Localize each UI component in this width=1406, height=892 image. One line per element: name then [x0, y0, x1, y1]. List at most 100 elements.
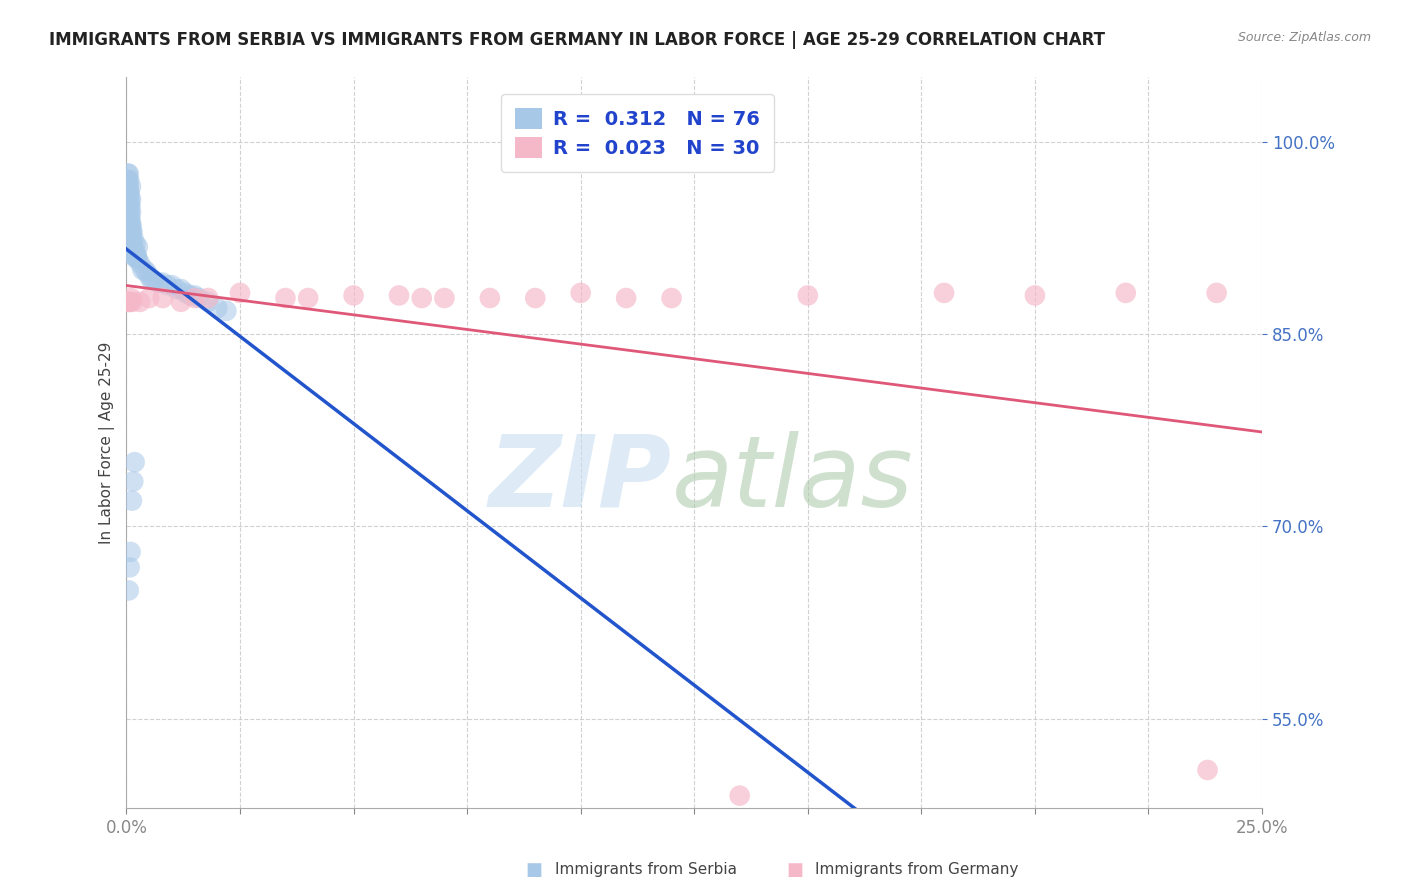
Point — [117, 294, 139, 309]
Point — [215, 303, 238, 318]
Point — [118, 560, 141, 574]
Point — [661, 291, 683, 305]
Point — [129, 294, 152, 309]
Point — [125, 250, 148, 264]
Point — [120, 545, 142, 559]
Point — [117, 179, 139, 194]
Y-axis label: In Labor Force | Age 25-29: In Labor Force | Age 25-29 — [100, 342, 115, 544]
Point — [127, 240, 149, 254]
Point — [478, 291, 501, 305]
Point — [118, 179, 141, 194]
Point — [1115, 285, 1137, 300]
Point — [152, 291, 174, 305]
Point — [1205, 285, 1227, 300]
Point — [118, 205, 141, 219]
Point — [179, 288, 201, 302]
Point — [131, 262, 153, 277]
Point — [122, 244, 145, 258]
Point — [120, 205, 142, 219]
Point — [122, 244, 145, 258]
Point — [141, 273, 163, 287]
Point — [118, 211, 141, 226]
Point — [121, 218, 143, 232]
Point — [188, 291, 211, 305]
Point — [138, 269, 160, 284]
Point — [229, 285, 252, 300]
Point — [120, 192, 142, 206]
Point — [121, 294, 143, 309]
Point — [207, 301, 229, 316]
Point — [121, 224, 143, 238]
Point — [120, 192, 142, 206]
Point — [152, 276, 174, 290]
Point — [142, 273, 165, 287]
Point — [524, 291, 547, 305]
Point — [121, 237, 143, 252]
Point — [1197, 763, 1219, 777]
Point — [124, 237, 146, 252]
Point — [388, 288, 411, 302]
Point — [124, 250, 146, 264]
Point — [118, 294, 141, 309]
Point — [183, 288, 205, 302]
Point — [120, 205, 142, 219]
Point — [117, 173, 139, 187]
Point — [118, 211, 141, 226]
Point — [197, 291, 219, 305]
Point — [174, 285, 197, 300]
Point — [117, 186, 139, 200]
Point — [124, 247, 146, 261]
Point — [118, 173, 141, 187]
Point — [121, 224, 143, 238]
Point — [118, 186, 141, 200]
Point — [122, 475, 145, 489]
Text: ■: ■ — [526, 861, 543, 879]
Point — [165, 282, 187, 296]
Point — [121, 493, 143, 508]
Point — [170, 294, 193, 309]
Point — [160, 278, 183, 293]
Text: ■: ■ — [786, 861, 803, 879]
Point — [728, 789, 751, 803]
Point — [120, 294, 142, 309]
Point — [122, 244, 145, 258]
Point — [138, 291, 160, 305]
Text: atlas: atlas — [672, 431, 912, 528]
Point — [120, 211, 142, 226]
Point — [121, 237, 143, 252]
Point — [411, 291, 433, 305]
Point — [122, 231, 145, 245]
Point — [120, 224, 142, 238]
Point — [433, 291, 456, 305]
Point — [148, 276, 170, 290]
Text: Immigrants from Germany: Immigrants from Germany — [815, 863, 1019, 877]
Point — [614, 291, 637, 305]
Point — [120, 291, 142, 305]
Point — [125, 247, 148, 261]
Point — [125, 250, 148, 264]
Point — [129, 256, 152, 270]
Point — [121, 237, 143, 252]
Point — [127, 252, 149, 267]
Point — [120, 231, 142, 245]
Point — [117, 192, 139, 206]
Point — [120, 199, 142, 213]
Point — [118, 199, 141, 213]
Point — [118, 583, 141, 598]
Point — [183, 291, 205, 305]
Legend: R =  0.312   N = 76, R =  0.023   N = 30: R = 0.312 N = 76, R = 0.023 N = 30 — [501, 95, 773, 172]
Point — [120, 179, 142, 194]
Point — [117, 199, 139, 213]
Point — [170, 282, 193, 296]
Point — [120, 218, 142, 232]
Point — [118, 186, 141, 200]
Point — [117, 186, 139, 200]
Point — [274, 291, 297, 305]
Point — [797, 288, 820, 302]
Point — [1024, 288, 1046, 302]
Point — [124, 250, 146, 264]
Point — [118, 199, 141, 213]
Point — [297, 291, 319, 305]
Point — [118, 192, 141, 206]
Point — [569, 285, 592, 300]
